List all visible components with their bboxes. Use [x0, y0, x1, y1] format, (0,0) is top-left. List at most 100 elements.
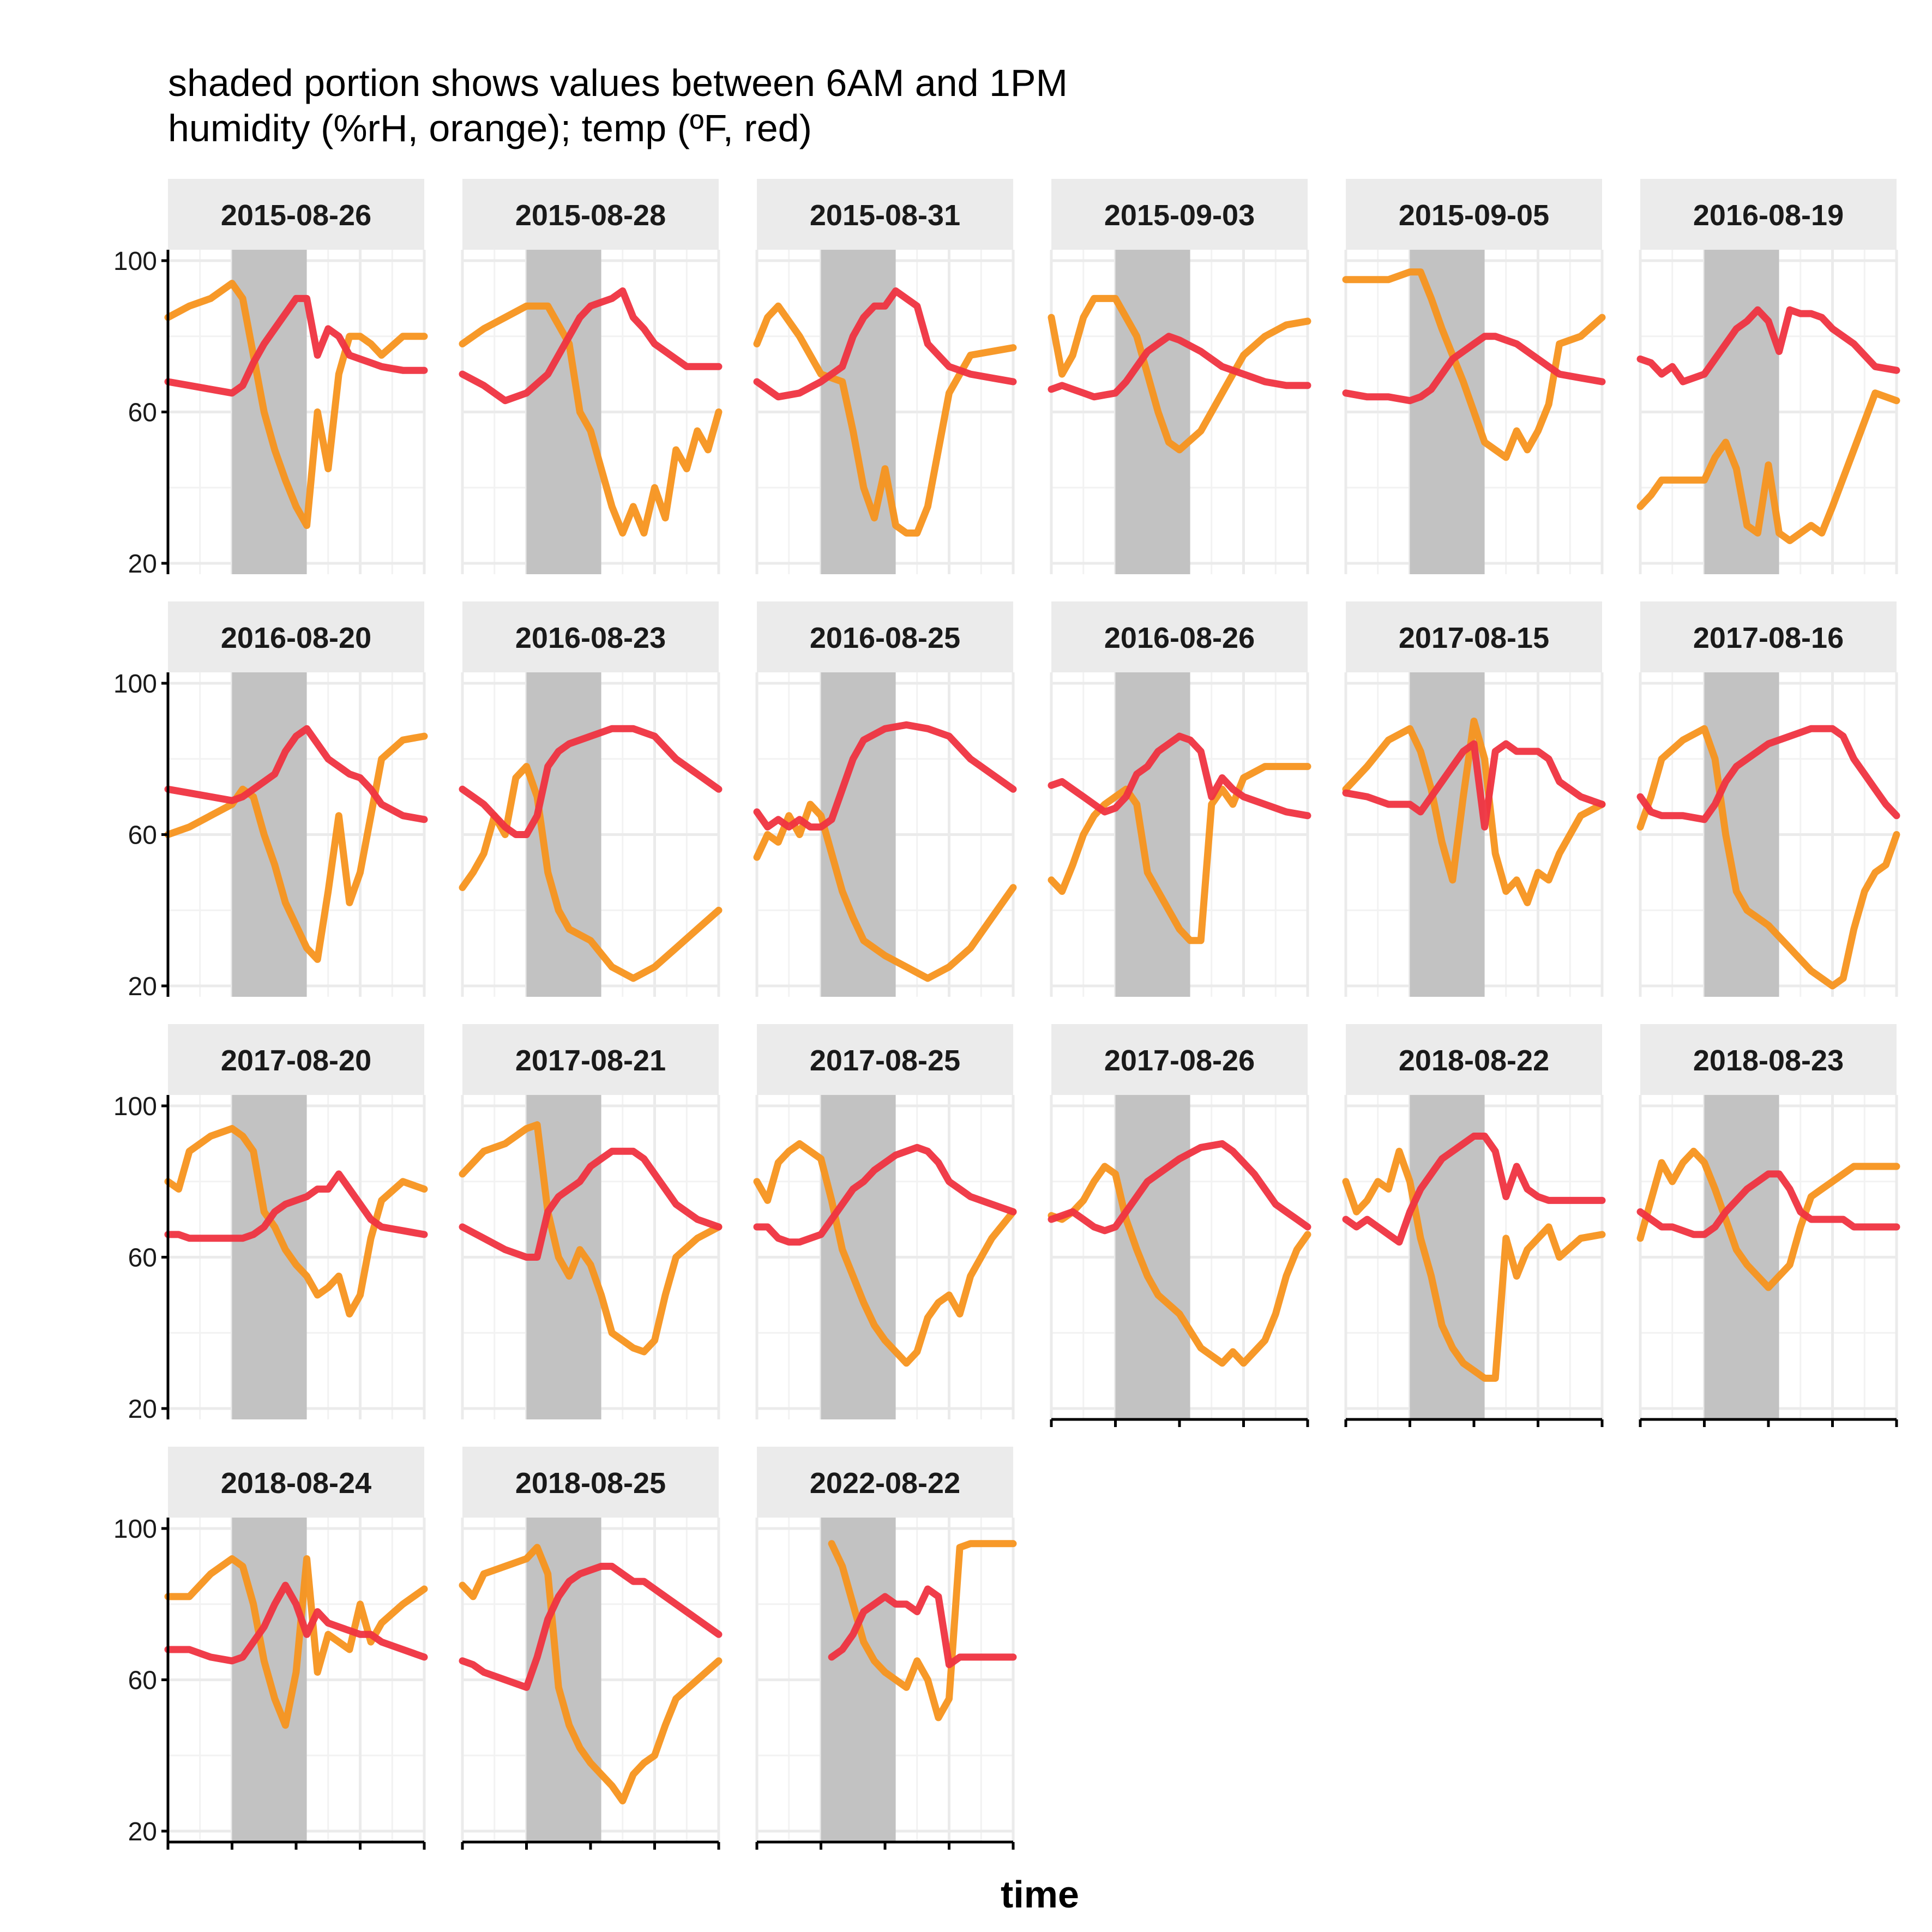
facet-strip [168, 1447, 424, 1518]
facet-panel: 2016-08-23 [459, 601, 723, 997]
facet-panel: 2015-08-31 [753, 179, 1017, 574]
shaded-band [1115, 672, 1190, 997]
temp-line [164, 294, 428, 397]
temp-line [1636, 725, 1900, 823]
facet-strip [757, 1447, 1013, 1518]
y-tick-label: 60 [128, 399, 157, 428]
facet-panel: 2022-08-22 [755, 1447, 1017, 1850]
shaded-band [526, 672, 601, 997]
facet-label: 2015-09-03 [1104, 199, 1255, 232]
shaded-band [232, 1095, 307, 1419]
temp-line [753, 1143, 1017, 1246]
y-tick-label: 60 [128, 1244, 157, 1273]
y-tick-label: 20 [128, 972, 157, 1001]
facet-label: 2016-08-19 [1693, 199, 1844, 232]
facet-strip [1346, 601, 1602, 672]
facet-label: 2016-08-25 [810, 622, 960, 654]
humidity-line [459, 302, 723, 537]
facet-panel: 2017-08-15 [1342, 601, 1606, 997]
facet-strip [1640, 601, 1897, 672]
temp-line [753, 721, 1017, 831]
humidity-line [1636, 389, 1900, 544]
humidity-line [1342, 717, 1606, 906]
facet-label: 2018-08-22 [1399, 1044, 1549, 1077]
facet-label: 2017-08-20 [221, 1044, 371, 1077]
y-tick-label: 20 [128, 1395, 157, 1424]
facet-strip [462, 1024, 719, 1095]
facet-label: 2017-08-15 [1399, 622, 1549, 654]
facet-strip [462, 179, 719, 250]
facet-strip [757, 179, 1013, 250]
facet-panel: 2016-08-26 [1048, 601, 1311, 997]
facet-strip [1051, 179, 1308, 250]
facet-panel: 2018-08-24 20 60 100 [113, 1447, 428, 1850]
facet-panel: 2015-09-05 [1342, 179, 1606, 574]
facet-strip [168, 1024, 424, 1095]
y-tick-label: 100 [113, 247, 157, 276]
shaded-band [232, 672, 307, 997]
facet-panel: 2017-08-20 20 60 100 [113, 1024, 428, 1424]
y-tick-label: 60 [128, 821, 157, 850]
facet-strip [1640, 179, 1897, 250]
facet-label: 2017-08-16 [1693, 622, 1844, 654]
humidity-line [753, 1140, 1017, 1367]
facet-label: 2016-08-23 [515, 622, 666, 654]
facet-label: 2017-08-25 [810, 1044, 960, 1077]
temp-line [1342, 333, 1606, 405]
facet-strip [1346, 1024, 1602, 1095]
temp-line [459, 725, 723, 838]
facet-label: 2018-08-24 [221, 1467, 371, 1500]
shaded-band [526, 1518, 601, 1842]
facet-strip [1051, 1024, 1308, 1095]
facet-panel: 2016-08-20 20 60 100 [113, 601, 428, 1001]
y-tick-label: 20 [128, 550, 157, 579]
shaded-band [821, 1095, 896, 1419]
facet-label: 2018-08-23 [1693, 1044, 1844, 1077]
temp-line [459, 1147, 723, 1261]
facet-panel: 2017-08-16 [1636, 601, 1900, 997]
facet-panel: 2015-08-28 [459, 179, 723, 574]
facet-panel: 2016-08-19 [1636, 179, 1900, 574]
shaded-band [1704, 250, 1779, 574]
facet-panel: 2017-08-26 [1048, 1024, 1311, 1427]
shaded-band [821, 672, 896, 997]
facet-label: 2017-08-21 [515, 1044, 666, 1077]
shaded-band [526, 250, 601, 574]
humidity-line [1342, 268, 1606, 461]
facet-panel: 2015-09-03 [1048, 179, 1311, 574]
x-axis-label: time [1001, 1873, 1079, 1916]
humidity-line [1342, 1147, 1606, 1382]
temp-line [753, 287, 1017, 401]
humidity-line [753, 302, 1017, 537]
humidity-line [1048, 1163, 1311, 1367]
humidity-line [753, 801, 1017, 982]
facet-panel: 2018-08-23 [1636, 1024, 1900, 1427]
shaded-band [1115, 1095, 1190, 1419]
humidity-line [164, 280, 428, 529]
humidity-line [459, 1121, 723, 1356]
facet-label: 2022-08-22 [810, 1467, 960, 1500]
facet-label: 2017-08-26 [1104, 1044, 1255, 1077]
temp-line [164, 725, 428, 823]
facet-strip [168, 179, 424, 250]
facet-label: 2015-08-31 [810, 199, 960, 232]
facet-strip [168, 601, 424, 672]
facet-panel: 2015-08-26 20 60 100 [113, 179, 428, 579]
temp-line [164, 1170, 428, 1242]
facet-panel: 2016-08-25 [753, 601, 1017, 997]
humidity-line [1636, 725, 1900, 990]
shaded-band [821, 250, 896, 574]
temp-line [1636, 306, 1900, 386]
facet-panel: 2017-08-25 [753, 1024, 1017, 1419]
humidity-line [1048, 294, 1311, 454]
y-tick-label: 20 [128, 1817, 157, 1846]
temp-line [1342, 1133, 1606, 1246]
facet-label: 2015-08-26 [221, 199, 371, 232]
y-tick-label: 100 [113, 1515, 157, 1544]
shaded-band [1115, 250, 1190, 574]
facet-panel: 2018-08-22 [1342, 1024, 1606, 1427]
y-tick-label: 100 [113, 1092, 157, 1121]
facet-strip [1051, 601, 1308, 672]
